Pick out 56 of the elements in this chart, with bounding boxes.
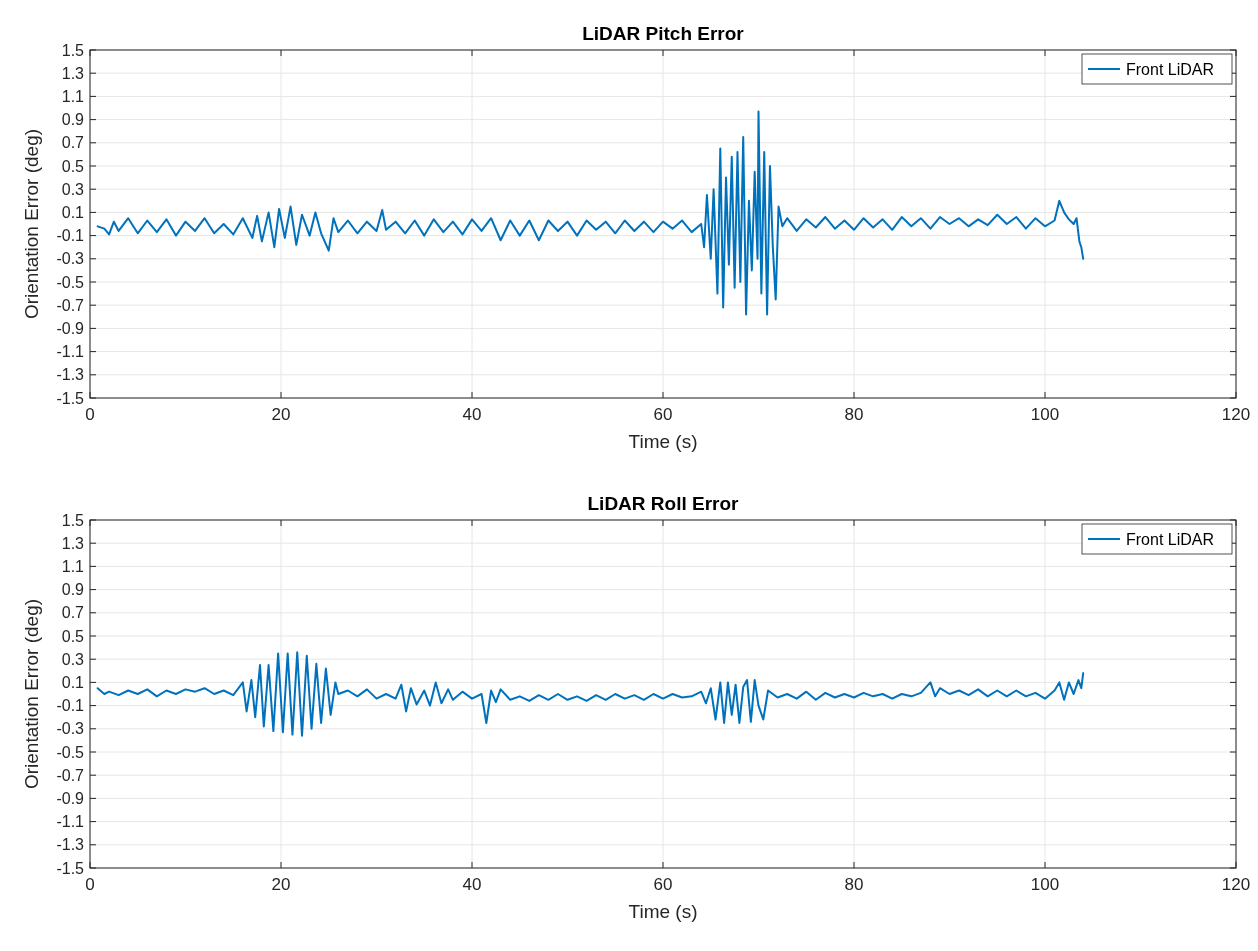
x-tick-label: 80 bbox=[844, 875, 864, 894]
x-tick-label: 60 bbox=[653, 405, 673, 424]
y-tick-label: 1.3 bbox=[61, 64, 85, 82]
x-tick-label: 40 bbox=[462, 875, 482, 894]
y-tick-label: -1.1 bbox=[56, 813, 85, 831]
y-tick-label: 0.1 bbox=[61, 204, 85, 221]
y-tick-label: -0.5 bbox=[56, 743, 85, 761]
x-tick-label: 0 bbox=[85, 875, 95, 894]
x-axis-title: Time (s) bbox=[628, 901, 698, 922]
x-tick-label: 120 bbox=[1221, 875, 1251, 894]
legend-label: Front LiDAR bbox=[1126, 60, 1215, 78]
line-series bbox=[96, 651, 1085, 737]
y-tick-label: 0.7 bbox=[61, 604, 85, 622]
x-tick-label: 80 bbox=[844, 405, 864, 424]
y-tick-label: -1.5 bbox=[56, 389, 85, 407]
y-tick-label: 0.9 bbox=[61, 111, 85, 129]
x-tick-label: 120 bbox=[1221, 405, 1251, 424]
y-tick-label: -0.1 bbox=[56, 227, 85, 245]
x-tick-label: 20 bbox=[271, 405, 291, 424]
y-tick-label: 0.5 bbox=[61, 157, 85, 175]
y-tick-label: 1.1 bbox=[61, 88, 85, 105]
chart-title: LiDAR Roll Error bbox=[587, 493, 740, 514]
x-tick-label: 0 bbox=[85, 405, 95, 424]
y-tick-label: -0.7 bbox=[56, 766, 85, 784]
y-tick-label: -0.9 bbox=[56, 320, 85, 337]
x-tick-label: 60 bbox=[653, 875, 673, 894]
y-tick-label: 0.3 bbox=[61, 180, 85, 198]
y-tick-label: -1.3 bbox=[56, 836, 85, 854]
y-tick-label: -1.5 bbox=[56, 859, 85, 877]
y-axis-title: Orientation Error (deg) bbox=[21, 128, 42, 320]
y-tick-label: -1.3 bbox=[56, 366, 85, 384]
y-tick-label: 0.7 bbox=[61, 134, 85, 152]
y-tick-label: -0.3 bbox=[56, 250, 85, 268]
y-axis-title: Orientation Error (deg) bbox=[21, 598, 42, 790]
y-tick-label: 1.1 bbox=[61, 558, 85, 575]
y-tick-label: 1.3 bbox=[61, 534, 85, 552]
y-tick-label: -0.3 bbox=[56, 720, 85, 738]
line-series bbox=[96, 110, 1085, 316]
y-tick-label: 0.9 bbox=[61, 581, 85, 599]
chart-title: LiDAR Pitch Error bbox=[582, 23, 745, 44]
y-tick-label: 1.5 bbox=[61, 41, 85, 59]
y-tick-label: -0.7 bbox=[56, 296, 85, 314]
x-tick-label: 40 bbox=[462, 405, 482, 424]
legend-label: Front LiDAR bbox=[1126, 530, 1215, 548]
y-tick-label: -0.9 bbox=[56, 790, 85, 807]
y-tick-label: -0.5 bbox=[56, 273, 85, 291]
x-tick-label: 100 bbox=[1030, 405, 1060, 424]
x-axis-title: Time (s) bbox=[628, 431, 698, 452]
y-tick-label: 1.5 bbox=[61, 511, 85, 529]
y-tick-label: 0.1 bbox=[61, 674, 85, 691]
y-tick-label: 0.3 bbox=[61, 650, 85, 668]
y-tick-label: 0.5 bbox=[61, 627, 85, 645]
x-tick-label: 20 bbox=[271, 875, 291, 894]
y-tick-label: -1.1 bbox=[56, 343, 85, 361]
y-tick-label: -0.1 bbox=[56, 697, 85, 715]
x-tick-label: 100 bbox=[1030, 875, 1060, 894]
